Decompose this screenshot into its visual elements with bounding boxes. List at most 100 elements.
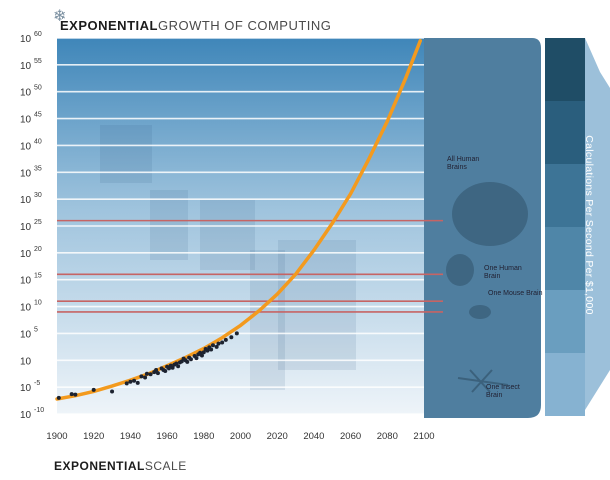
annotation-one-human-brain: One Human Brain [484, 265, 522, 280]
footer-caption: EXPONENTIAL SCALE [54, 459, 187, 473]
y-tick-exponent: 25 [34, 219, 42, 226]
ylabel-band [545, 164, 585, 227]
data-point [170, 365, 175, 370]
x-tick-label: 2060 [340, 431, 361, 442]
x-tick-label: 1900 [46, 431, 67, 442]
y-tick-exponent: 20 [34, 246, 42, 253]
head-illustration [446, 254, 474, 286]
logo-icon: ❄ [53, 8, 67, 25]
data-point [155, 371, 160, 376]
data-point [209, 347, 214, 352]
annotation-one-mouse-brain: One Mouse Brain [488, 290, 543, 297]
chart-title: EXPONENTIAL GROWTH OF COMPUTING [60, 18, 331, 33]
data-point [154, 367, 159, 372]
y-tick-label: 10 [20, 34, 32, 45]
y-tick-label: 10 [20, 356, 32, 367]
y-tick-exponent: 5 [34, 326, 38, 333]
y-tick-exponent: 40 [34, 138, 42, 145]
y-tick-exponent: 50 [34, 85, 42, 92]
texture-block [250, 250, 285, 390]
x-tick-label: 2100 [413, 431, 434, 442]
y-tick-exponent: 35 [34, 165, 42, 172]
data-point [216, 341, 221, 346]
y-tick-exponent: 60 [34, 31, 42, 38]
x-tick-label: 2020 [267, 431, 288, 442]
y-tick-label: 10 [20, 383, 32, 394]
data-point [144, 371, 149, 376]
ylabel-band-tail [585, 38, 610, 410]
y-tick-label: 10 [20, 276, 32, 287]
data-point [139, 374, 144, 379]
data-point [132, 378, 137, 383]
ylabel-band [545, 353, 585, 416]
data-point [223, 337, 228, 342]
data-point [199, 353, 204, 358]
y-tick-label: 10 [20, 61, 32, 72]
data-point [234, 331, 239, 336]
texture-block [200, 200, 255, 270]
y-tick-label: 10 [20, 303, 32, 314]
data-point [201, 350, 206, 355]
y-tick-exponent: 10 [34, 300, 42, 307]
ylabel-band [545, 38, 585, 101]
y-tick-label: 10 [20, 222, 32, 233]
y-tick-exponent: -10 [34, 407, 44, 414]
data-point [214, 344, 219, 349]
data-point [194, 356, 199, 361]
data-point [91, 387, 96, 392]
ylabel-band [545, 290, 585, 353]
title-light: GROWTH OF COMPUTING [157, 18, 332, 33]
x-tick-label: 1960 [157, 431, 178, 442]
x-tick-label: 2040 [303, 431, 324, 442]
data-point [69, 392, 74, 397]
y-tick-exponent: -5 [34, 380, 40, 387]
data-point [210, 343, 215, 348]
data-point [185, 359, 190, 364]
x-tick-label: 2000 [230, 431, 251, 442]
y-axis-label: Calculations Per Second Per $1,000 [574, 50, 604, 400]
y-tick-label: 10 [20, 410, 32, 421]
data-point [143, 375, 148, 380]
y-tick-label: 10 [20, 168, 32, 179]
ylabel-band [545, 227, 585, 290]
y-tick-exponent: 55 [34, 58, 42, 65]
title-bold: EXPONENTIAL [60, 18, 158, 33]
footer-light: SCALE [144, 459, 187, 473]
y-tick-exponent: 45 [34, 112, 42, 119]
ylabel-band [545, 101, 585, 164]
data-point [188, 357, 193, 362]
annotation-panel [424, 38, 541, 418]
texture-block [278, 240, 356, 370]
y-tick-label: 10 [20, 115, 32, 126]
brains-illustration [452, 182, 528, 246]
y-tick-exponent: 30 [34, 192, 42, 199]
data-point [220, 340, 225, 345]
data-point [148, 372, 153, 377]
trend-line [55, 38, 423, 401]
data-point [163, 369, 168, 374]
y-axis-label-text: Calculations Per Second Per $1,000 [583, 135, 595, 315]
texture-block [100, 125, 152, 183]
y-tick-exponent: 15 [34, 273, 42, 280]
data-point [73, 392, 78, 397]
data-point [110, 389, 115, 394]
x-tick-label: 1920 [83, 431, 104, 442]
data-point [229, 335, 234, 340]
data-point [176, 364, 181, 369]
dragonfly-illustration [457, 369, 509, 393]
data-point [205, 348, 210, 353]
y-tick-label: 10 [20, 329, 32, 340]
footer-bold: EXPONENTIAL [54, 459, 145, 473]
annotation-all-human-brains: All Human Brains [447, 156, 480, 171]
x-tick-label: 1980 [193, 431, 214, 442]
data-point [128, 379, 133, 384]
x-tick-label: 2080 [377, 431, 398, 442]
x-tick-label: 1940 [120, 431, 141, 442]
y-tick-label: 10 [20, 195, 32, 206]
texture-block [150, 190, 188, 260]
data-point [135, 380, 140, 385]
annotation-one-insect-brain: One Insect Brain [486, 384, 520, 399]
y-tick-label: 10 [20, 249, 32, 260]
y-tick-label: 10 [20, 88, 32, 99]
